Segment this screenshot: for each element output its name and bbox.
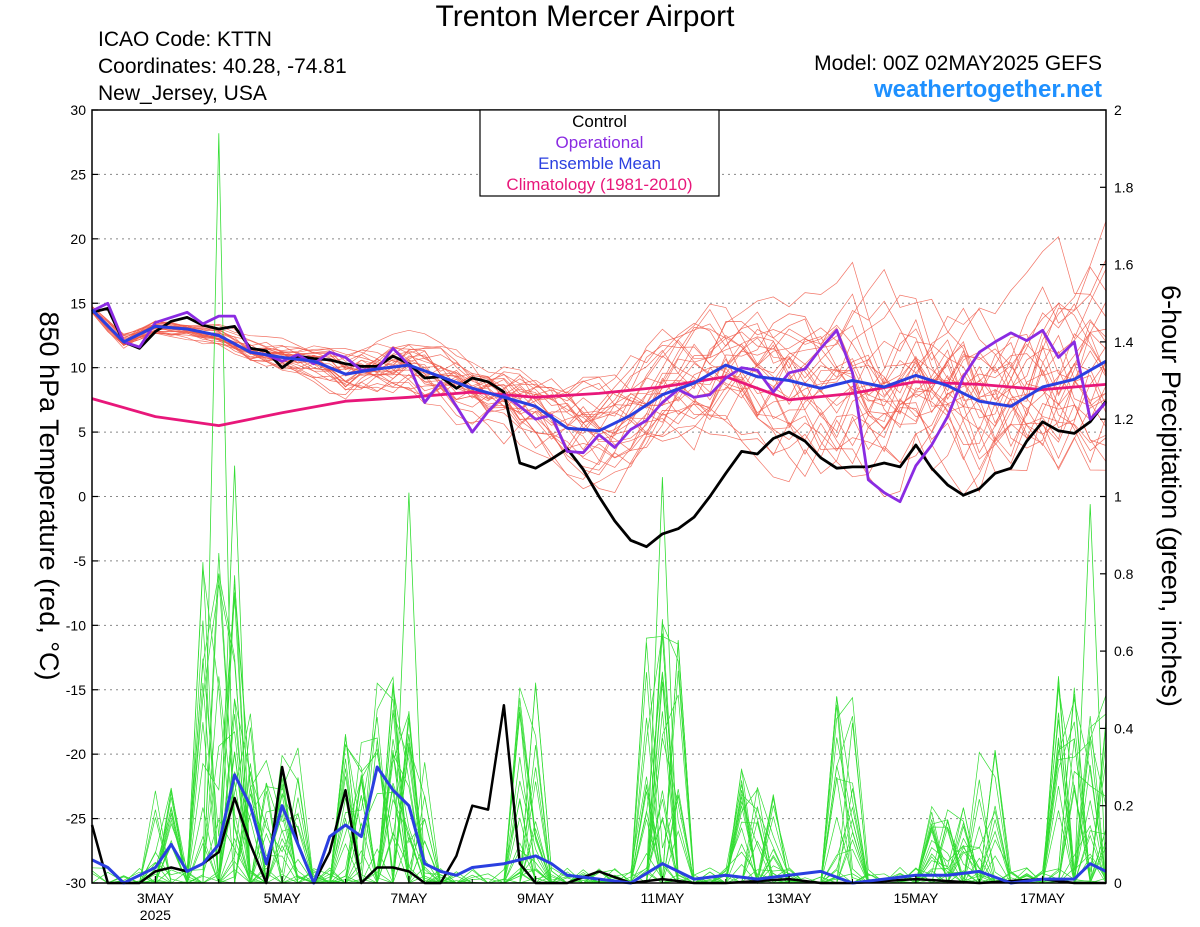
y-right-tick-label: 0 bbox=[1114, 875, 1122, 891]
mean-precip-line bbox=[91, 765, 1107, 885]
ensemble-temp-member bbox=[91, 306, 1107, 460]
ensemble-precipitation-members bbox=[91, 133, 1107, 885]
x-tick-label: 17MAY bbox=[1020, 890, 1066, 906]
ensemble-temp-member bbox=[91, 307, 1107, 476]
legend-operational: Operational bbox=[556, 133, 644, 152]
legend-box: Control Operational Ensemble Mean Climat… bbox=[479, 109, 720, 197]
ensemble-precip-spike bbox=[392, 492, 426, 884]
y-left-tick-label: 25 bbox=[70, 166, 86, 182]
ensemble-temp-member bbox=[91, 306, 1107, 458]
y-axis-left-label: 850 hPa Temperature (red, °C) bbox=[34, 312, 64, 681]
legend-ensemble-mean: Ensemble Mean bbox=[538, 154, 661, 173]
y-left-tick-label: -5 bbox=[74, 553, 87, 569]
y-left-tick-label: 10 bbox=[70, 360, 86, 376]
y-left-tick-label: 30 bbox=[70, 102, 86, 118]
x-tick-year: 2025 bbox=[140, 907, 171, 923]
y-left-tick-label: 5 bbox=[78, 424, 86, 440]
ensemble-precip-spike bbox=[1073, 504, 1107, 884]
y-right-tick-label: 1.4 bbox=[1114, 334, 1134, 350]
ensemble-precip-member bbox=[91, 575, 1107, 885]
y-right-tick-label: 1.2 bbox=[1114, 411, 1134, 427]
ensemble-temp-member bbox=[91, 236, 1107, 490]
legend-climatology: Climatology (1981-2010) bbox=[506, 175, 692, 194]
ensemble-temp-member bbox=[91, 261, 1107, 471]
operational-temp-line bbox=[91, 301, 1108, 504]
y-right-tick-label: 0.6 bbox=[1114, 643, 1134, 659]
y-right-tick-label: 0.8 bbox=[1114, 566, 1134, 582]
y-left-tick-label: 20 bbox=[70, 231, 86, 247]
ensemble-temp-member bbox=[91, 259, 1107, 480]
x-tick-label: 5MAY bbox=[264, 890, 302, 906]
x-tick-label: 9MAY bbox=[517, 890, 555, 906]
control-temp-line bbox=[91, 306, 1108, 549]
y-right-tick-label: 1.6 bbox=[1114, 257, 1134, 273]
y-right-tick-label: 1 bbox=[1114, 489, 1122, 505]
ensemble-precip-spike bbox=[202, 133, 235, 884]
y-left-tick-label: -15 bbox=[66, 682, 86, 698]
coordinates: Coordinates: 40.28, -74.81 bbox=[98, 55, 347, 78]
y-left-tick-label: 15 bbox=[70, 295, 86, 311]
x-tick-label: 13MAY bbox=[767, 890, 813, 906]
location-region: New_Jersey, USA bbox=[98, 82, 267, 105]
x-tick-label: 11MAY bbox=[640, 890, 684, 906]
model-run: Model: 00Z 02MAY2025 GEFS bbox=[814, 52, 1102, 75]
main-series bbox=[90, 301, 1108, 885]
ensemble-precip-member bbox=[92, 573, 1107, 884]
ensemble-temp-member bbox=[91, 308, 1107, 443]
ensemble-temp-member bbox=[91, 266, 1107, 468]
chart-title: Trenton Mercer Airport bbox=[435, 0, 735, 33]
legend-control: Control bbox=[572, 112, 627, 131]
site-link[interactable]: weathertogether.net bbox=[873, 76, 1102, 103]
ensemble-precip-spike bbox=[218, 465, 251, 884]
ensemble-temp-member bbox=[91, 308, 1107, 471]
x-tick-label: 15MAY bbox=[893, 890, 939, 906]
y-right-tick-label: 0.2 bbox=[1114, 798, 1134, 814]
y-right-tick-label: 0.4 bbox=[1114, 720, 1134, 736]
y-left-tick-label: -30 bbox=[66, 875, 86, 891]
x-tick-label: 3MAY bbox=[137, 890, 175, 906]
mean-temp-line bbox=[90, 308, 1107, 433]
y-left-tick-label: 0 bbox=[78, 489, 86, 505]
y-left-tick-label: -25 bbox=[66, 811, 86, 827]
x-tick-label: 7MAY bbox=[390, 890, 428, 906]
ensemble-temperature-members bbox=[91, 220, 1107, 498]
y-right-tick-label: 1.8 bbox=[1114, 179, 1134, 195]
ensemble-temp-member bbox=[91, 308, 1107, 422]
y-left-tick-label: -10 bbox=[66, 617, 86, 633]
y-left-tick-label: -20 bbox=[66, 746, 86, 762]
ensemble-precip-member bbox=[92, 635, 1107, 884]
axes: 302520151050-5-10-15-20-25-3021.81.61.41… bbox=[66, 102, 1134, 923]
y-right-tick-label: 2 bbox=[1114, 102, 1122, 118]
y-axis-right-label: 6-hour Precipitation (green, inches) bbox=[1156, 285, 1186, 707]
ensemble-precip-spike bbox=[646, 477, 679, 884]
ensemble-precip-member bbox=[92, 575, 1106, 884]
icao-code: ICAO Code: KTTN bbox=[98, 28, 272, 51]
